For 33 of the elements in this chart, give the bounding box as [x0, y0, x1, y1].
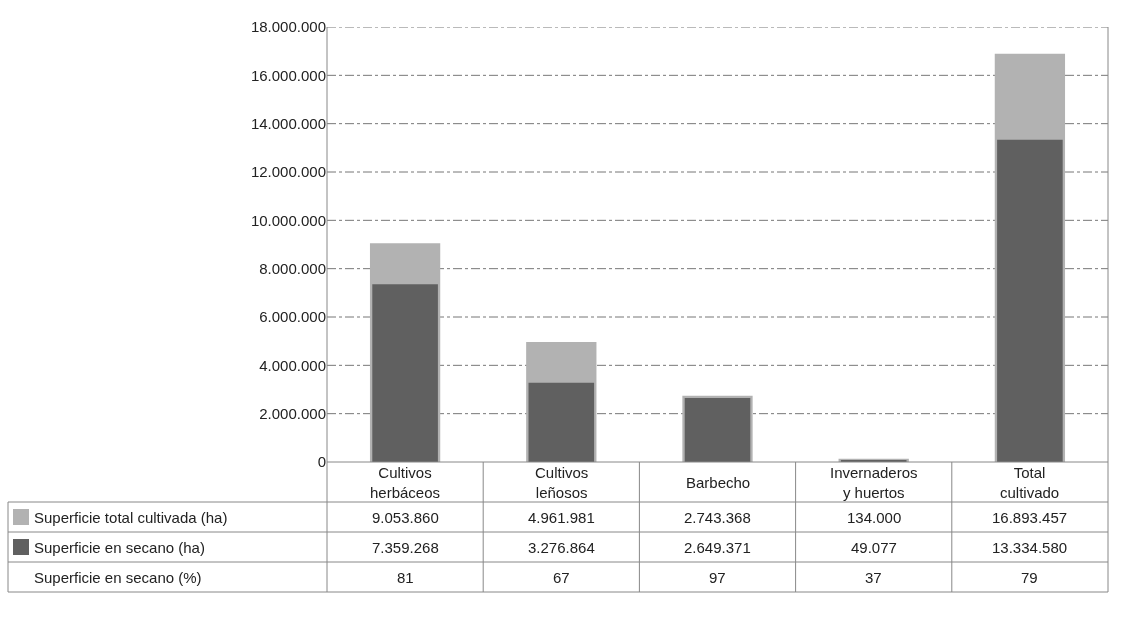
y-tick-label: 4.000.000	[259, 356, 326, 374]
data-label: 16.893.457	[992, 509, 1068, 526]
x-tick-label: Cultivos leñosos	[535, 464, 589, 501]
y-tick-label: 8.000.000	[259, 259, 326, 277]
data-label: 13.334.580	[992, 539, 1068, 556]
data-label: 2.649.371	[684, 539, 751, 556]
text: 97	[709, 569, 726, 586]
x-tick-label: Cultivos herbáceos	[370, 464, 441, 501]
y-tick-label: 18.000.000	[250, 18, 326, 36]
text: 81	[397, 569, 414, 586]
data-label: 2.743.368	[684, 509, 751, 526]
data-label: 4.961.981	[528, 509, 595, 526]
y-tick-label: 10.000.000	[250, 211, 326, 229]
x-tick-label: Total cultivado	[1000, 464, 1060, 501]
x-tick-label: Barbecho	[686, 474, 751, 491]
data-label: 7.359.268	[372, 539, 439, 556]
data-label: 134.000	[847, 509, 902, 526]
y-tick-label: 0	[317, 453, 326, 471]
legend-label: Superficie total cultivada (ha)	[34, 509, 228, 526]
data-label: 9.053.860	[372, 509, 439, 526]
y-tick-label: 6.000.000	[259, 308, 326, 326]
legend-label: Superficie en secano (ha)	[34, 539, 205, 556]
y-tick-label: 16.000.000	[250, 66, 326, 84]
y-tick-label: 12.000.000	[250, 163, 326, 181]
text: 79	[1021, 569, 1038, 586]
text: Superficie en secano (%)	[34, 569, 202, 586]
y-tick-label: 14.000.000	[250, 114, 326, 132]
data-label: 3.276.864	[528, 539, 595, 556]
text: 37	[865, 569, 882, 586]
text: 67	[553, 569, 570, 586]
y-tick-label: 2.000.000	[259, 404, 326, 422]
data-label: 49.077	[851, 539, 897, 556]
x-tick-label: Invernaderos y huertos	[830, 464, 918, 501]
